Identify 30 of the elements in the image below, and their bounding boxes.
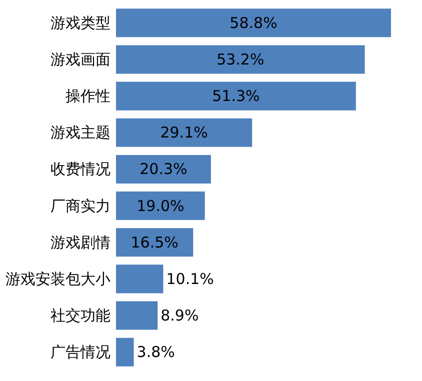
bar: [116, 301, 158, 330]
y-tick-label: 厂商实力: [50, 196, 110, 215]
bar: [116, 338, 134, 366]
bar: [116, 82, 356, 110]
y-tick-label: 社交功能: [50, 306, 110, 325]
y-tick-label: 游戏类型: [50, 14, 110, 32]
data-label: 8.9%: [160, 306, 199, 325]
y-tick-label: 操作性: [66, 87, 110, 106]
bar: [116, 45, 365, 74]
y-tick-label: 收费情况: [50, 160, 110, 178]
bar: [116, 264, 164, 294]
data-label: 3.8%: [136, 343, 175, 362]
y-tick-label: 游戏剧情: [50, 233, 110, 252]
data-label: 53.2%: [216, 50, 264, 68]
y-tick-label: 游戏主题: [50, 124, 110, 142]
bar: [116, 192, 205, 220]
data-label: 19.0%: [136, 196, 184, 215]
data-label: 16.5%: [130, 233, 178, 252]
data-label: 10.1%: [166, 270, 214, 288]
y-tick-label: 广告情况: [50, 343, 110, 362]
data-label: 20.3%: [140, 160, 188, 178]
y-tick-label: 游戏安装包大小: [6, 270, 110, 288]
bar: [116, 228, 194, 257]
y-tick-label: 游戏画面: [50, 50, 110, 68]
data-label: 29.1%: [160, 124, 208, 142]
bar: [116, 154, 211, 184]
bar: [116, 8, 391, 38]
bar: [116, 118, 252, 147]
data-label: 51.3%: [212, 87, 260, 106]
data-label: 58.8%: [230, 14, 278, 32]
